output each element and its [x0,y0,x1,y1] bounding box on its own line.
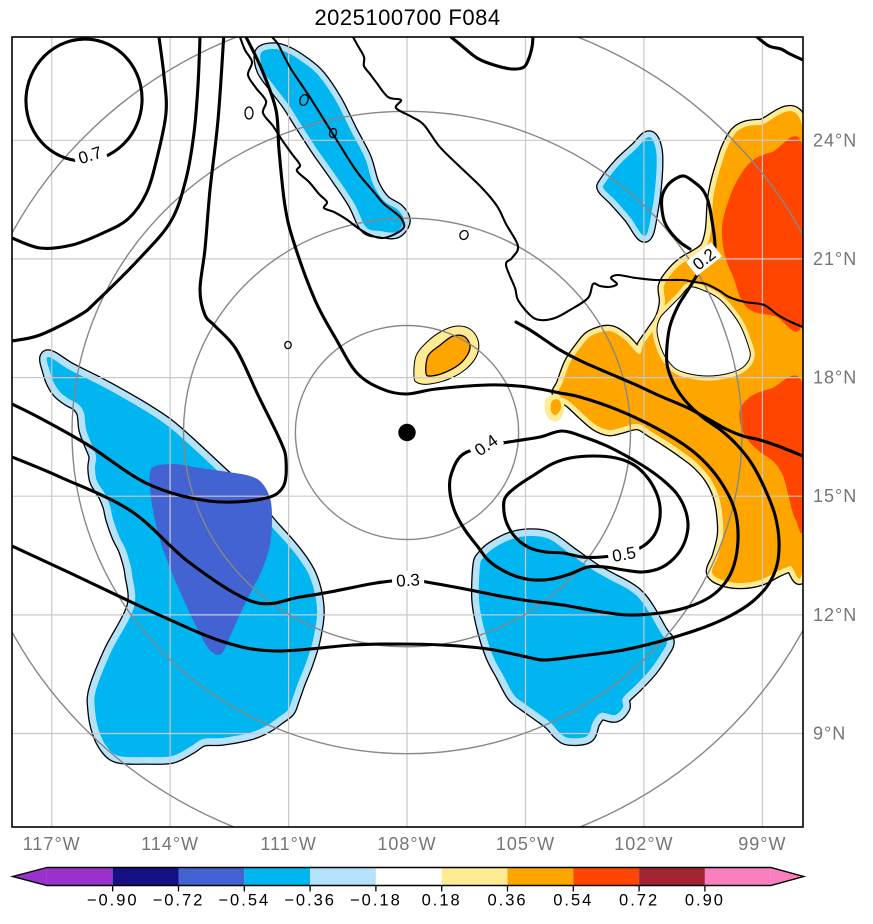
svg-text:−0.54: −0.54 [218,892,270,910]
svg-text:117°W: 117°W [23,834,81,854]
svg-text:111°W: 111°W [260,834,317,854]
svg-text:0.3: 0.3 [396,570,421,591]
svg-text:0.5: 0.5 [611,543,638,566]
svg-text:12°N: 12°N [813,605,857,625]
svg-text:99°W: 99°W [738,834,786,854]
svg-text:−0.18: −0.18 [350,892,402,910]
svg-text:108°W: 108°W [377,834,436,854]
svg-text:−0.36: −0.36 [284,892,336,910]
svg-text:0.18: 0.18 [422,892,462,910]
svg-text:0.54: 0.54 [553,892,593,910]
svg-text:−0.90: −0.90 [87,892,139,910]
svg-text:2025100700 F084: 2025100700 F084 [314,5,500,30]
svg-text:24°N: 24°N [813,130,857,150]
svg-text:0.72: 0.72 [619,892,659,910]
svg-text:114°W: 114°W [141,834,199,854]
svg-text:9°N: 9°N [813,724,846,744]
svg-text:15°N: 15°N [813,486,857,506]
svg-text:21°N: 21°N [813,249,857,269]
svg-text:105°W: 105°W [496,834,555,854]
svg-text:−0.72: −0.72 [153,892,205,910]
svg-text:18°N: 18°N [813,368,857,388]
svg-text:0.36: 0.36 [487,892,527,910]
svg-text:102°W: 102°W [614,834,673,854]
svg-text:0.90: 0.90 [685,892,725,910]
